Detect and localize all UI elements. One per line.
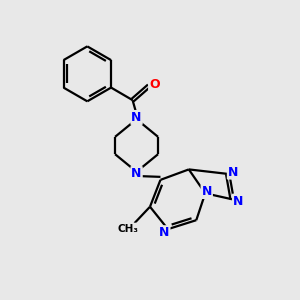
Text: N: N bbox=[159, 226, 169, 239]
Text: N: N bbox=[131, 111, 142, 124]
Text: CH₃: CH₃ bbox=[117, 224, 138, 233]
Text: N: N bbox=[228, 166, 238, 178]
Text: N: N bbox=[131, 167, 142, 180]
Text: O: O bbox=[149, 78, 160, 91]
Text: N: N bbox=[202, 185, 212, 198]
Text: N: N bbox=[233, 195, 243, 208]
